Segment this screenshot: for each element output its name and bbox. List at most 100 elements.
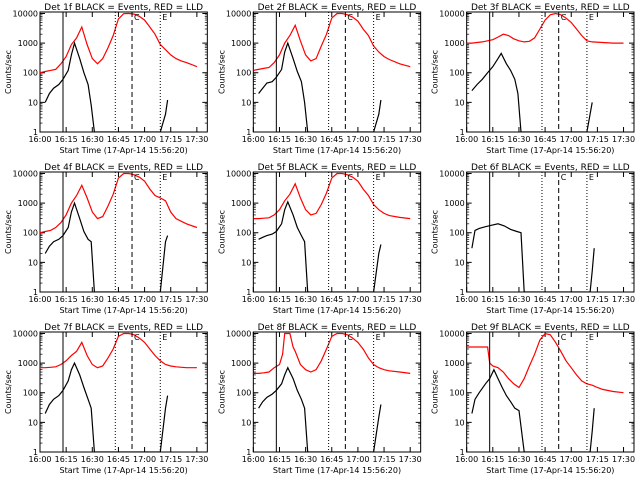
x-tick-label: 17:30	[185, 295, 208, 304]
lld-series-line	[40, 172, 198, 234]
y-tick-label: 1000	[444, 39, 464, 48]
x-tick-label: 16:45	[107, 295, 130, 304]
y-tick-label: 1	[460, 288, 465, 297]
x-tick-label: 16:45	[107, 135, 130, 144]
x-tick-label: 17:00	[560, 295, 583, 304]
marker-e-label: E	[162, 333, 167, 342]
y-tick-label: 10000	[439, 9, 464, 18]
x-tick-label: 16:45	[320, 295, 343, 304]
y-tick-label: 10	[28, 98, 38, 107]
marker-e-label: E	[589, 13, 594, 22]
y-tick-label: 1000	[444, 199, 464, 208]
marker-c-label: C	[134, 13, 140, 22]
y-tick-label: 100	[23, 389, 38, 398]
x-tick-label: 17:00	[560, 135, 583, 144]
y-axis-label: Counts/sec	[431, 370, 440, 414]
y-tick-label: 100	[449, 69, 464, 78]
y-tick-label: 100	[449, 229, 464, 238]
y-tick-label: 10	[241, 418, 251, 427]
y-tick-label: 100	[236, 389, 251, 398]
y-tick-label: 1	[33, 128, 38, 137]
x-axis-label: Start Time (17-Apr-14 15:56:20)	[60, 466, 188, 475]
events-series-line	[258, 366, 382, 452]
x-axis-label: Start Time (17-Apr-14 15:56:20)	[273, 466, 401, 475]
x-tick-label: 16:45	[107, 455, 130, 464]
events-series-line	[471, 368, 595, 452]
plot-frame	[39, 331, 208, 453]
panel-2: Det 2f BLACK = Events, RED = LLD 1 10 100 10…	[217, 3, 421, 155]
y-tick-label: 10	[454, 418, 464, 427]
y-tick-label: 10000	[226, 169, 251, 178]
panel-1: Det 1f BLACK = Events, RED = LLD 1 10 100 10…	[4, 3, 208, 155]
y-axis-label: Counts/sec	[217, 210, 226, 254]
y-tick-label: 100	[236, 229, 251, 238]
x-tick-label: 17:30	[612, 135, 635, 144]
lld-series-line	[253, 12, 411, 71]
y-tick-label: 10000	[13, 329, 38, 338]
x-tick-label: 17:00	[346, 295, 369, 304]
panel-8: Det 8f BLACK = Events, RED = LLD 1 10 100 10…	[217, 323, 421, 475]
x-tick-label: 16:15	[481, 135, 504, 144]
x-tick-label: 16:15	[268, 135, 291, 144]
y-tick-label: 100	[23, 229, 38, 238]
x-axis-label: Start Time (17-Apr-14 15:56:20)	[273, 146, 401, 155]
plot-frame	[252, 171, 422, 293]
marker-e-label: E	[162, 173, 167, 182]
x-tick-label: 16:30	[81, 135, 104, 144]
x-tick-label: 16:30	[507, 295, 530, 304]
y-tick-label: 10000	[439, 169, 464, 178]
y-tick-label: 1	[33, 288, 38, 297]
plot-frame	[252, 11, 422, 133]
x-tick-label: 17:00	[133, 295, 156, 304]
marker-c-label: C	[134, 333, 140, 342]
x-tick-label: 17:15	[373, 455, 396, 464]
marker-e-label: E	[162, 13, 167, 22]
events-series-line	[258, 41, 382, 132]
x-tick-label: 16:00	[455, 295, 478, 304]
x-tick-label: 16:15	[268, 455, 291, 464]
x-tick-label: 16:00	[455, 135, 478, 144]
y-axis-label: Counts/sec	[4, 370, 13, 414]
x-tick-label: 16:45	[320, 455, 343, 464]
y-tick-label: 10	[28, 258, 38, 267]
y-tick-label: 10000	[439, 329, 464, 338]
y-tick-label: 1	[246, 128, 251, 137]
y-tick-label: 1	[460, 128, 465, 137]
x-tick-label: 16:45	[534, 455, 557, 464]
y-tick-label: 1	[33, 448, 38, 457]
x-tick-label: 16:00	[242, 455, 265, 464]
lld-series-line	[40, 332, 197, 369]
panel-title: Det 3f BLACK = Events, RED = LLD	[471, 3, 630, 13]
marker-e-label: E	[376, 173, 381, 182]
x-tick-label: 16:15	[481, 455, 504, 464]
x-tick-label: 16:45	[534, 135, 557, 144]
x-tick-label: 16:30	[81, 455, 104, 464]
x-tick-label: 17:15	[159, 135, 182, 144]
marker-c-label: C	[347, 173, 353, 182]
x-tick-label: 17:30	[185, 135, 208, 144]
x-tick-label: 17:30	[399, 295, 422, 304]
x-tick-label: 17:00	[560, 455, 583, 464]
x-axis-label: Start Time (17-Apr-14 15:56:20)	[60, 306, 188, 315]
x-tick-label: 16:00	[28, 455, 51, 464]
y-tick-label: 1000	[444, 359, 464, 368]
marker-e-label: E	[376, 13, 381, 22]
plot-frame	[39, 11, 208, 133]
marker-c-label: C	[561, 173, 567, 182]
marker-e-label: E	[589, 173, 594, 182]
y-tick-label: 10	[241, 98, 251, 107]
y-tick-label: 10	[241, 258, 251, 267]
y-tick-label: 10	[28, 418, 38, 427]
panel-6: Det 6f BLACK = Events, RED = LLD 1 10 100 10…	[431, 163, 635, 315]
lld-series-line	[253, 332, 411, 374]
y-axis-label: Counts/sec	[4, 50, 13, 94]
y-tick-label: 1000	[18, 359, 38, 368]
x-tick-label: 16:30	[294, 295, 317, 304]
x-tick-label: 17:00	[346, 455, 369, 464]
y-tick-label: 1000	[231, 39, 251, 48]
x-tick-label: 16:15	[55, 135, 78, 144]
x-tick-label: 17:15	[159, 455, 182, 464]
x-axis-label: Start Time (17-Apr-14 15:56:20)	[486, 146, 614, 155]
x-tick-label: 17:15	[586, 135, 609, 144]
